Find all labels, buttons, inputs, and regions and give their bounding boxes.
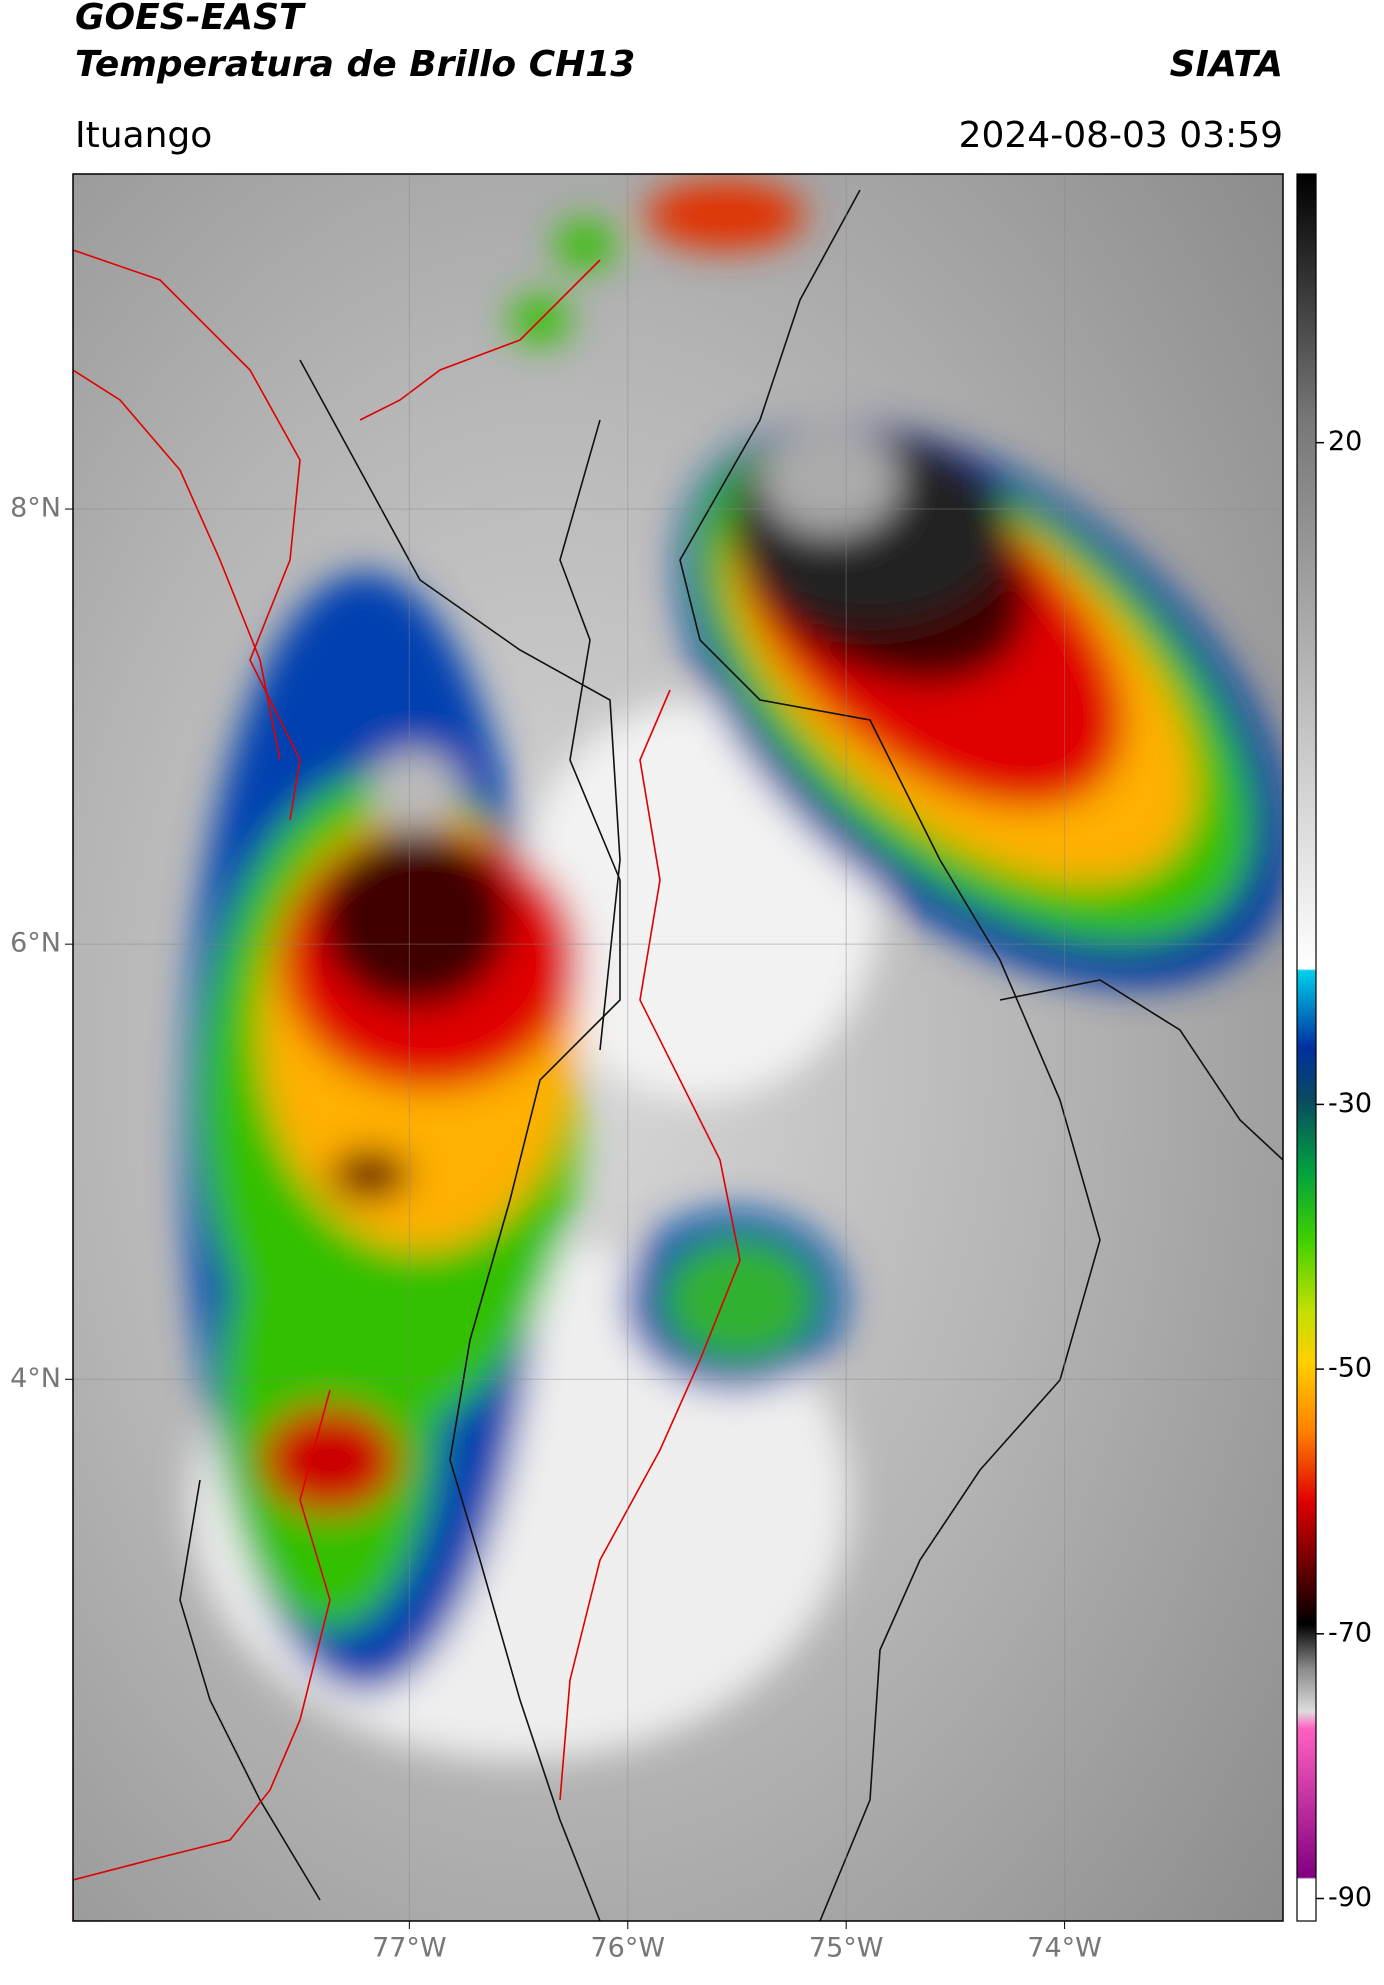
y-tick-label: 6°N (10, 928, 61, 959)
subtitle: Temperatura de Brillo CH13 (75, 44, 635, 85)
x-tick-label: 76°W (590, 1933, 665, 1964)
x-tick-label: 77°W (372, 1933, 447, 1964)
source: SIATA (1170, 44, 1283, 85)
datetime: 2024-08-03 03:59 (959, 115, 1283, 156)
grid (73, 174, 1283, 1921)
colorbar-tick-label: 20 (1328, 426, 1362, 457)
x-tick-label: 75°W (809, 1933, 884, 1964)
colorbar-tick-label: -70 (1328, 1617, 1372, 1648)
x-tick-label: 74°W (1027, 1933, 1102, 1964)
colorbar (1296, 173, 1317, 1922)
colorbar-tick-label: -50 (1328, 1353, 1372, 1384)
map-frame (72, 173, 1284, 1922)
satellite-image (73, 174, 1283, 1921)
title: GOES-EAST (75, 0, 306, 38)
location: Ituango (75, 115, 212, 156)
colorbar-tick-label: -90 (1328, 1882, 1372, 1913)
y-tick-label: 4°N (10, 1363, 61, 1394)
y-tick-label: 8°N (10, 493, 61, 524)
colorbar-tick-label: -30 (1328, 1088, 1372, 1119)
